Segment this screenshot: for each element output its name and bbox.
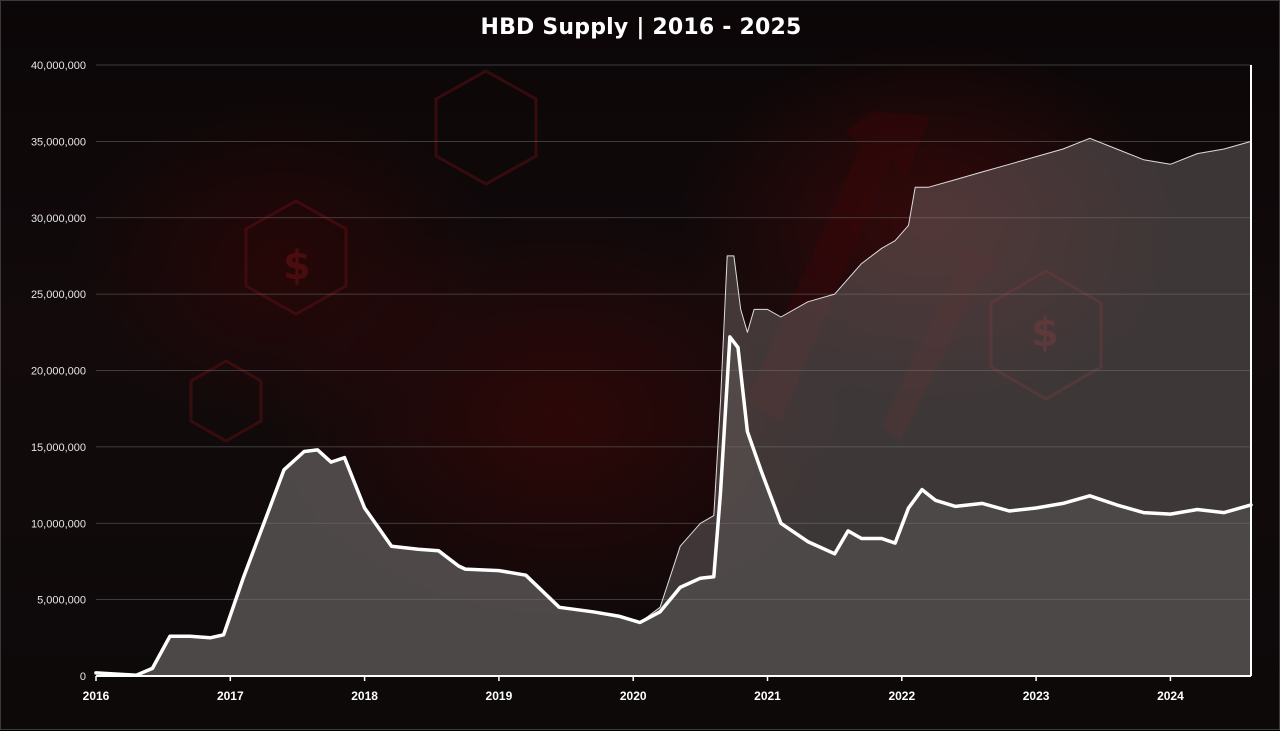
x-tick-label: 2024 [1157, 689, 1184, 703]
x-tick-label: 2017 [217, 689, 244, 703]
y-tick-label: 0 [80, 671, 86, 683]
hexagon-dollar-icon: $ [244, 199, 348, 316]
y-tick-label: 30,000,000 [31, 213, 86, 225]
series-lines [94, 137, 1253, 677]
x-tick-label: 2023 [1023, 689, 1050, 703]
svg-text:$: $ [283, 243, 311, 289]
x-tick-label: 2016 [83, 689, 110, 703]
series-area [96, 336, 1251, 676]
area-fills [96, 138, 1251, 677]
y-tick-label: 40,000,000 [31, 60, 86, 72]
grid-lines [96, 64, 1251, 601]
y-tick-label: 20,000,000 [31, 366, 86, 378]
x-tick-label: 2022 [888, 689, 915, 703]
y-tick-label: 5,000,000 [37, 595, 86, 607]
x-tick-label: 2021 [754, 689, 781, 703]
svg-text:$: $ [1031, 310, 1059, 356]
y-tick-label: 25,000,000 [31, 289, 86, 301]
y-tick-label: 35,000,000 [31, 136, 86, 148]
x-tick-label: 2018 [351, 689, 378, 703]
y-tick-labels: 0 5,000,000 10,000,000 15,000,000 20,000,000… [31, 60, 86, 683]
up-arrow-icon [881, 246, 1001, 441]
hexagon-network-icon [434, 69, 538, 186]
hexagon-dollar-icon [189, 359, 263, 443]
x-tick-label: 2020 [620, 689, 647, 703]
series-area [96, 138, 1251, 677]
series-line-main [94, 335, 1253, 677]
y-tick-label: 10,000,000 [31, 518, 86, 530]
up-arrow-icon [746, 111, 931, 421]
x-tick-labels: 2016 2017 2018 2019 2020 2021 2022 2023 2024 [83, 689, 1184, 703]
hexagon-dollar-icon: $ [989, 269, 1103, 401]
y-tick-label: 15,000,000 [31, 442, 86, 454]
chart-title: HBD Supply | 2016 - 2025 [480, 15, 802, 40]
x-tick-label: 2019 [486, 689, 513, 703]
axes [95, 65, 1252, 681]
